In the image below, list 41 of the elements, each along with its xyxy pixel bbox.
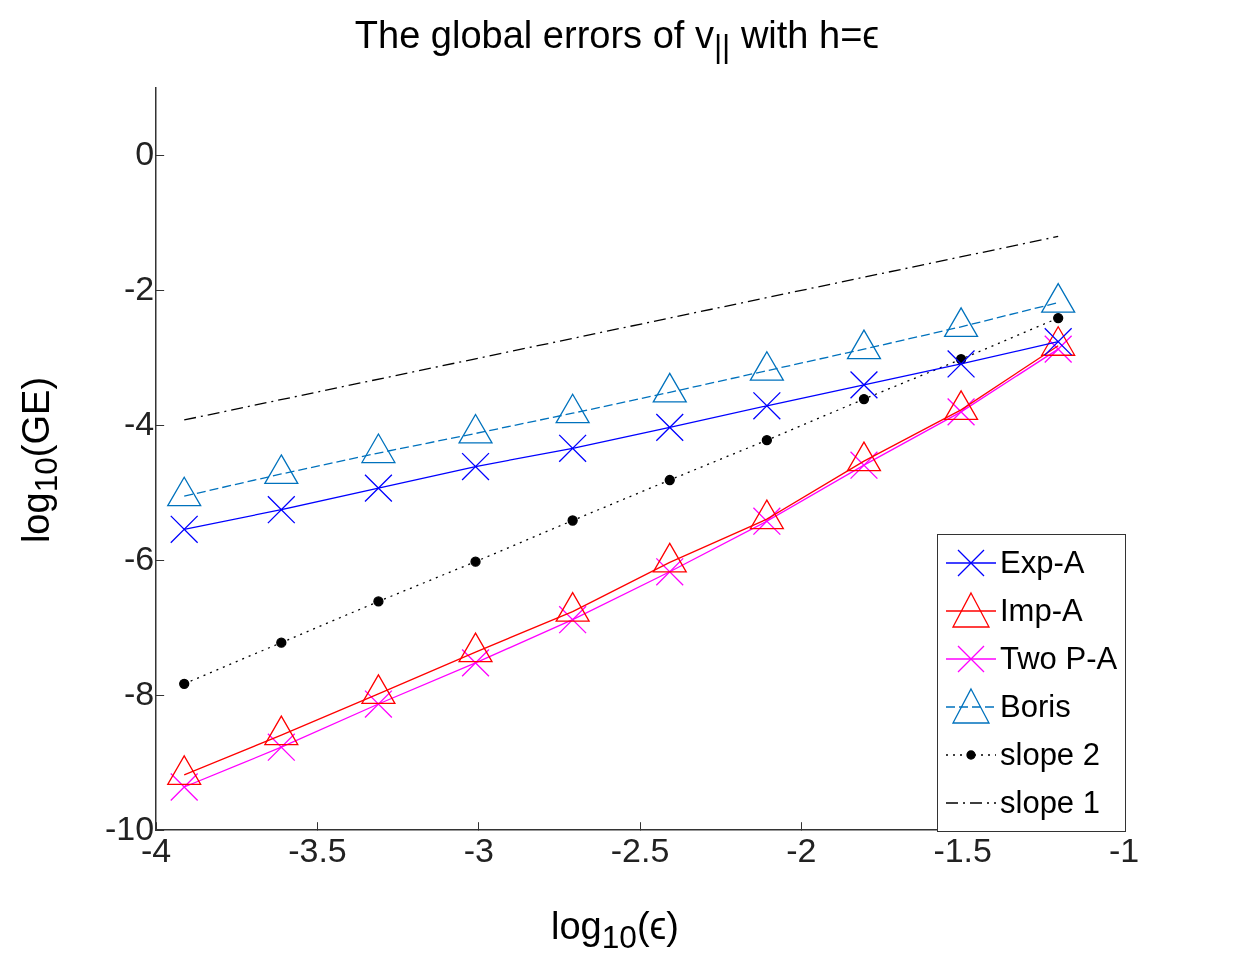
legend-label: slope 1 xyxy=(1000,785,1100,822)
x-axis-title: log$_{10}$(ϵ) xyxy=(549,905,680,956)
legend-label: Imp-A xyxy=(1000,593,1083,630)
x-tick-label: -1.5 xyxy=(933,830,992,869)
y-tick-label: -8 xyxy=(123,673,155,712)
chart-title: The global errors of v$_{||}$ with h=ϵ xyxy=(353,14,881,65)
point xyxy=(170,515,199,544)
point xyxy=(558,434,587,463)
point xyxy=(1053,312,1064,324)
point xyxy=(470,556,481,567)
y-tick-label: 0 xyxy=(135,133,155,172)
y-tick-label: -6 xyxy=(123,538,155,577)
point xyxy=(267,733,296,762)
point xyxy=(664,474,675,486)
point xyxy=(267,495,296,524)
point xyxy=(373,596,384,607)
legend-label: slope 2 xyxy=(1000,737,1100,774)
point xyxy=(849,370,879,399)
point xyxy=(461,648,490,677)
x-tick-label: -1 xyxy=(1108,830,1140,869)
point xyxy=(655,413,684,442)
x-tick-label: -3 xyxy=(463,830,494,869)
legend-label: Two P-A xyxy=(1000,641,1118,678)
legend-label: Boris xyxy=(1000,689,1071,726)
point xyxy=(946,349,976,379)
x-tick-label: -3.5 xyxy=(288,830,347,869)
point xyxy=(179,678,190,689)
point xyxy=(752,391,781,420)
point xyxy=(761,435,773,446)
y-tick-label: -4 xyxy=(123,403,155,442)
legend-label: Exp-A xyxy=(1000,545,1085,582)
point xyxy=(858,393,870,405)
point xyxy=(567,515,578,526)
y-tick-label: -2 xyxy=(123,268,155,307)
point xyxy=(276,637,287,648)
point xyxy=(364,689,393,719)
point xyxy=(170,772,199,802)
x-tick-label: -2.5 xyxy=(610,830,670,869)
point xyxy=(364,474,393,503)
x-tick-label: -2 xyxy=(786,830,817,869)
point xyxy=(461,452,490,481)
